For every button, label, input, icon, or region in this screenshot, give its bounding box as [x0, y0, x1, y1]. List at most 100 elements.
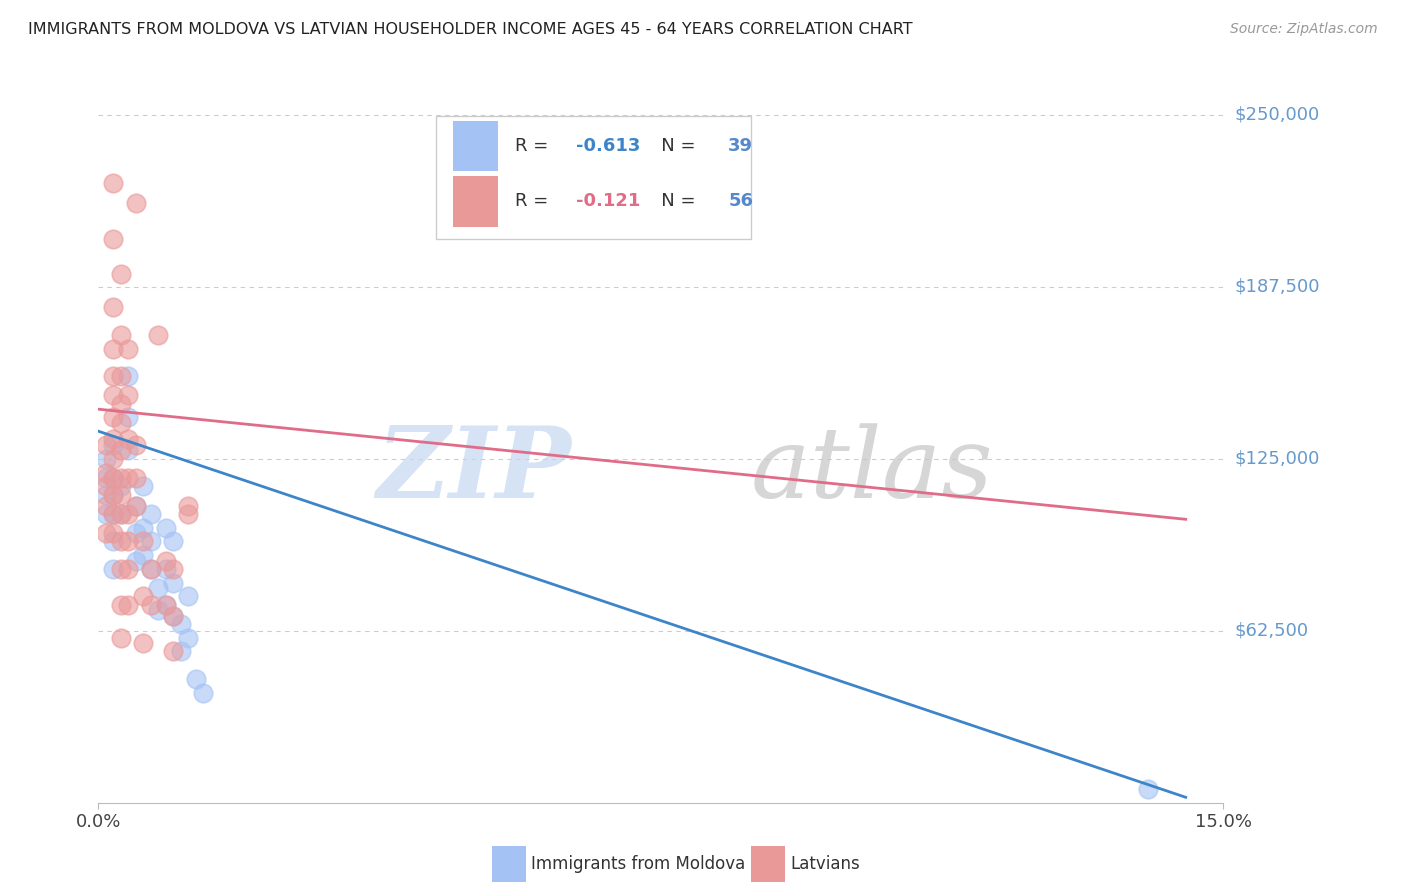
Text: atlas: atlas: [751, 423, 994, 518]
Text: N =: N =: [644, 193, 702, 211]
Point: [170, 616, 193, 631]
Bar: [453, 120, 498, 171]
Point: [94, 526, 117, 541]
Point: [155, 598, 177, 612]
Point: [103, 301, 125, 315]
Point: [103, 526, 125, 541]
Point: [103, 433, 125, 447]
Point: [94, 471, 117, 485]
Point: [117, 433, 139, 447]
Point: [177, 631, 200, 645]
Point: [132, 590, 155, 604]
Point: [155, 598, 177, 612]
Point: [110, 369, 132, 384]
Point: [162, 534, 184, 549]
Point: [139, 562, 162, 576]
Text: R =: R =: [515, 193, 554, 211]
Text: $187,500: $187,500: [1234, 277, 1320, 296]
Point: [177, 499, 200, 513]
Point: [117, 342, 139, 356]
Bar: [453, 176, 498, 227]
Point: [184, 672, 207, 686]
Point: [162, 608, 184, 623]
Point: [94, 487, 117, 501]
Text: R =: R =: [515, 137, 554, 155]
Point: [110, 598, 132, 612]
Point: [155, 520, 177, 534]
Text: $125,000: $125,000: [1234, 450, 1320, 467]
Text: -0.121: -0.121: [576, 193, 641, 211]
Point: [94, 466, 117, 480]
Point: [148, 581, 170, 595]
Point: [103, 451, 125, 466]
Text: Latvians: Latvians: [790, 855, 860, 873]
Point: [162, 608, 184, 623]
Point: [125, 471, 148, 485]
Point: [94, 438, 117, 452]
Point: [117, 369, 139, 384]
Point: [1137, 782, 1160, 797]
Text: $250,000: $250,000: [1234, 105, 1320, 124]
Point: [170, 644, 193, 658]
Point: [162, 644, 184, 658]
Point: [103, 487, 125, 501]
Point: [103, 388, 125, 402]
Point: [117, 562, 139, 576]
Point: [132, 479, 155, 493]
Text: 56: 56: [728, 193, 754, 211]
Text: -0.613: -0.613: [576, 137, 641, 155]
Point: [117, 471, 139, 485]
Point: [125, 499, 148, 513]
Point: [117, 534, 139, 549]
Point: [125, 553, 148, 567]
Point: [94, 451, 117, 466]
Point: [148, 327, 170, 342]
Text: Immigrants from Moldova: Immigrants from Moldova: [531, 855, 745, 873]
Point: [110, 507, 132, 521]
Point: [155, 562, 177, 576]
Point: [125, 438, 148, 452]
Text: IMMIGRANTS FROM MOLDOVA VS LATVIAN HOUSEHOLDER INCOME AGES 45 - 64 YEARS CORRELA: IMMIGRANTS FROM MOLDOVA VS LATVIAN HOUSE…: [28, 22, 912, 37]
Point: [110, 534, 132, 549]
Point: [103, 562, 125, 576]
Point: [155, 553, 177, 567]
Point: [139, 562, 162, 576]
Point: [132, 548, 155, 562]
Text: Source: ZipAtlas.com: Source: ZipAtlas.com: [1230, 22, 1378, 37]
Point: [110, 631, 132, 645]
Point: [132, 534, 155, 549]
Point: [110, 268, 132, 282]
Point: [117, 507, 139, 521]
Point: [139, 534, 162, 549]
Point: [103, 487, 125, 501]
Point: [117, 388, 139, 402]
Point: [103, 534, 125, 549]
Point: [110, 327, 132, 342]
Point: [162, 575, 184, 590]
Point: [177, 507, 200, 521]
Point: [110, 397, 132, 411]
Point: [117, 598, 139, 612]
Point: [139, 598, 162, 612]
Point: [193, 686, 215, 700]
Point: [110, 507, 132, 521]
Point: [117, 410, 139, 425]
Point: [103, 369, 125, 384]
Point: [110, 471, 132, 485]
Point: [125, 499, 148, 513]
Text: N =: N =: [644, 137, 702, 155]
Text: $62,500: $62,500: [1234, 622, 1309, 640]
Point: [148, 603, 170, 617]
Point: [132, 636, 155, 650]
Point: [103, 342, 125, 356]
Point: [103, 507, 125, 521]
Point: [103, 471, 125, 485]
Point: [110, 416, 132, 430]
Point: [103, 410, 125, 425]
Point: [110, 479, 132, 493]
Point: [103, 507, 125, 521]
Point: [117, 443, 139, 458]
Point: [94, 499, 117, 513]
Bar: [751, 847, 785, 882]
Text: ZIP: ZIP: [375, 422, 571, 518]
